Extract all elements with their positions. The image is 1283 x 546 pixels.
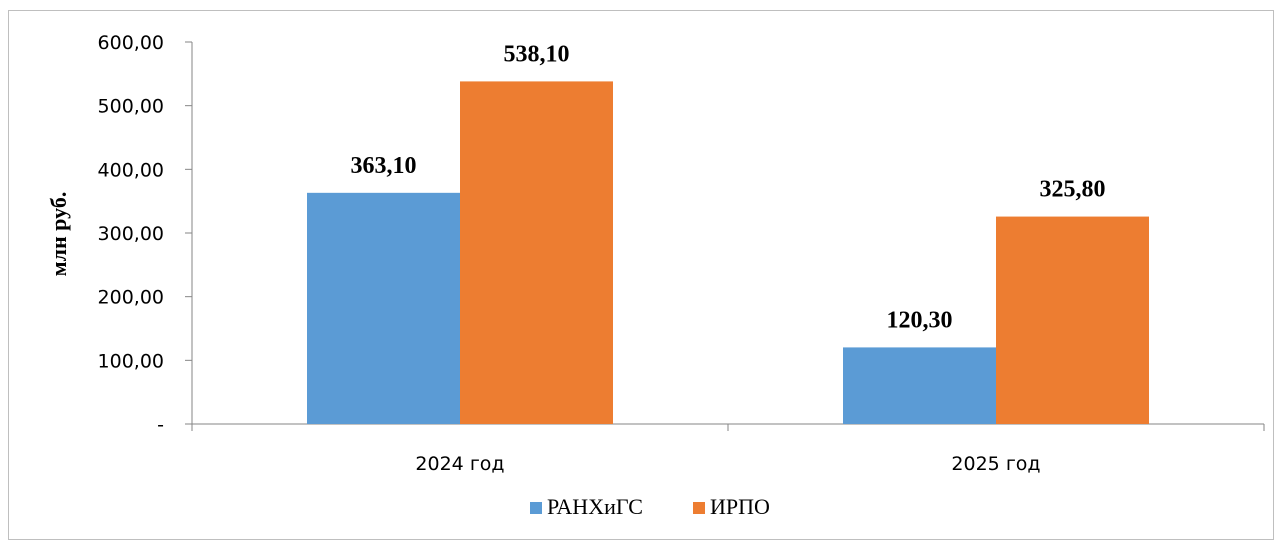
bar <box>460 81 613 424</box>
x-axis: 2024 год 2025 год <box>191 423 1265 475</box>
x-tick-label: 2024 год <box>415 453 504 475</box>
legend-label: РАНХиГС <box>547 494 643 519</box>
y-tick-label: - <box>157 414 164 436</box>
y-tick-label: 200,00 <box>98 287 164 309</box>
y-tick-label: 500,00 <box>98 96 164 118</box>
legend-swatch <box>693 502 705 514</box>
y-tick-label: 400,00 <box>98 159 164 181</box>
data-label: 325,80 <box>1040 177 1106 203</box>
bar <box>996 216 1149 424</box>
legend: РАНХиГС ИРПО <box>530 494 770 519</box>
data-labels: 363,10 538,10 120,30 325,80 <box>351 41 1106 333</box>
x-tick-label: 2025 год <box>951 453 1040 475</box>
y-axis: - 100,00 200,00 300,00 400,00 500,00 600,00 <box>98 32 193 436</box>
legend-label: ИРПО <box>710 494 770 519</box>
data-label: 538,10 <box>504 41 570 67</box>
data-label: 120,30 <box>887 307 953 333</box>
y-tick-label: 300,00 <box>98 223 164 245</box>
y-axis-title: млн руб. <box>46 192 71 277</box>
bars <box>307 81 1149 424</box>
data-label: 363,10 <box>351 153 417 179</box>
bar <box>307 192 460 424</box>
legend-swatch <box>530 502 542 514</box>
y-tick-label: 600,00 <box>98 32 164 54</box>
bar <box>843 347 996 424</box>
y-tick-label: 100,00 <box>98 350 164 372</box>
